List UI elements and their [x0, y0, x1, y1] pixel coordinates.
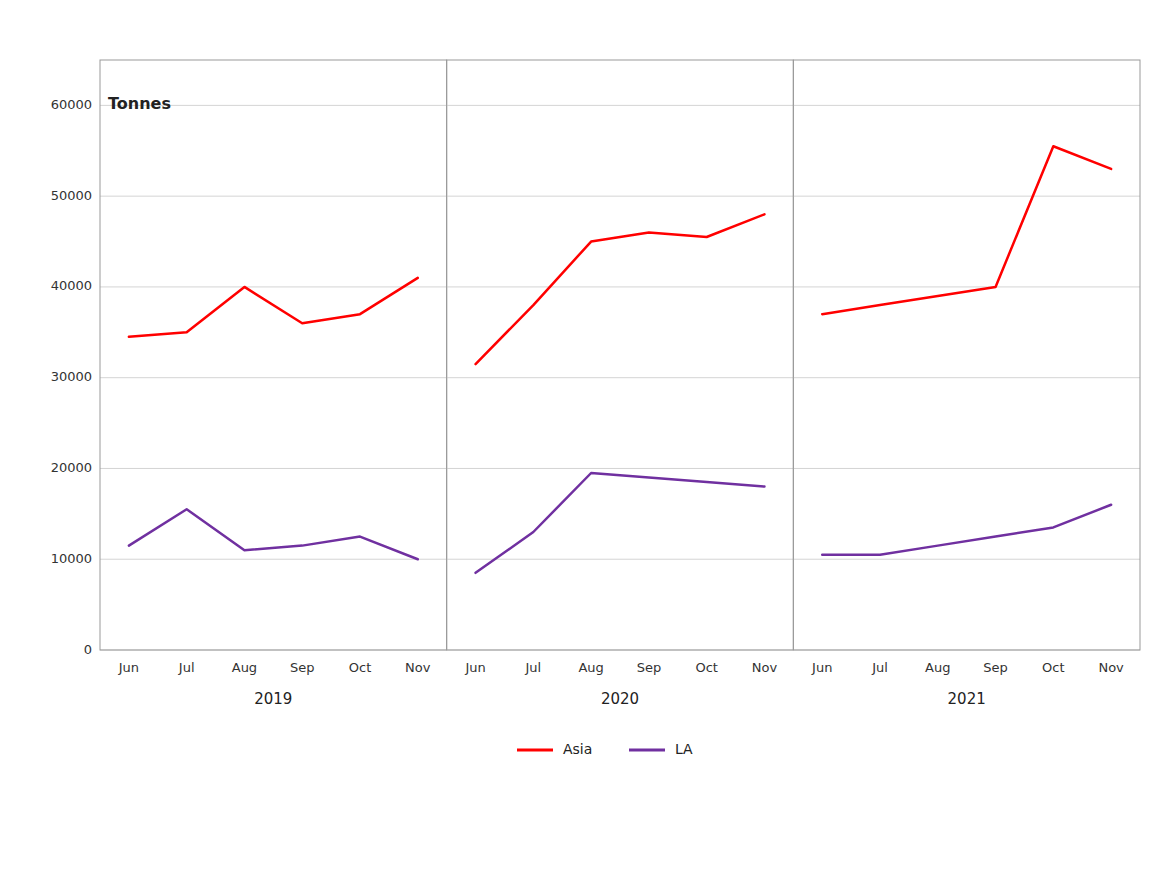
x-tick-label: Nov — [1098, 660, 1124, 675]
x-tick-label: Sep — [983, 660, 1008, 675]
panel: Jun Jul Aug Sep Oct Nov 2020 — [447, 60, 794, 708]
grid-line — [447, 286, 794, 287]
x-tick-label: Aug — [578, 660, 603, 675]
legend-swatch — [629, 749, 665, 752]
grid-line — [100, 286, 447, 287]
grid-line — [100, 468, 447, 469]
y-tick-label: 20000 — [51, 460, 92, 475]
series-line — [129, 509, 418, 559]
grid-line — [793, 286, 1140, 287]
legend: Asia LA — [517, 741, 693, 757]
chart-svg: 0 10000 20000 30000 40000 50000 60000 Jun Jul Aug… — [0, 0, 1170, 877]
panel-frame — [793, 60, 1140, 650]
x-tick-label: Jul — [524, 660, 541, 675]
x-tick-label: Jul — [871, 660, 888, 675]
series-line — [476, 214, 765, 364]
legend-label: LA — [675, 741, 693, 757]
panel-frame — [447, 60, 794, 650]
grid-line — [447, 468, 794, 469]
series-line — [129, 278, 418, 337]
marks — [822, 146, 1111, 554]
x-tick-label: Jun — [118, 660, 139, 675]
y-tick-label: 50000 — [51, 188, 92, 203]
x-tick-label: Sep — [637, 660, 662, 675]
x-tick-label: Jun — [464, 660, 485, 675]
x-axis-label: 2021 — [948, 690, 986, 708]
x-tick-label: Oct — [1042, 660, 1064, 675]
legend-label: Asia — [563, 741, 592, 757]
grid-line — [447, 559, 794, 560]
x-tick-label: Oct — [695, 660, 717, 675]
panel: 0 10000 20000 30000 40000 50000 60000 Jun Jul Aug… — [51, 60, 447, 708]
y-tick-label: 40000 — [51, 278, 92, 293]
grid-line — [100, 559, 447, 560]
chart-container: 0 10000 20000 30000 40000 50000 60000 Jun Jul Aug… — [0, 0, 1170, 877]
legend-swatch — [517, 749, 553, 752]
y-tick-label: 10000 — [51, 551, 92, 566]
grid-line — [447, 377, 794, 378]
grid-line — [793, 105, 1140, 106]
grid-line — [100, 196, 447, 197]
x-axis-label: 2020 — [601, 690, 639, 708]
x-tick-label: Jun — [811, 660, 832, 675]
x-tick-label: Oct — [349, 660, 371, 675]
y-tick-label: 30000 — [51, 369, 92, 384]
x-axis-label: 2019 — [254, 690, 292, 708]
y-axis-label: Tonnes — [108, 94, 171, 113]
x-tick-label: Jul — [178, 660, 195, 675]
series-line — [822, 146, 1111, 314]
x-tick-label: Aug — [232, 660, 257, 675]
marks — [476, 214, 765, 573]
grid-line — [793, 196, 1140, 197]
x-tick-label: Sep — [290, 660, 315, 675]
grid-line — [793, 377, 1140, 378]
grid-line — [793, 559, 1140, 560]
panel-frame — [100, 60, 447, 650]
grid-line — [793, 468, 1140, 469]
panel: Jun Jul Aug Sep Oct Nov 2021 — [793, 60, 1140, 708]
x-tick-label: Nov — [752, 660, 778, 675]
grid-line — [447, 105, 794, 106]
grid-line — [100, 377, 447, 378]
series-line — [822, 505, 1111, 555]
y-tick-label: 0 — [84, 642, 92, 657]
x-tick-label: Nov — [405, 660, 431, 675]
marks — [129, 278, 418, 559]
grid-line — [447, 196, 794, 197]
series-line — [476, 473, 765, 573]
y-tick-label: 60000 — [51, 97, 92, 112]
x-tick-label: Aug — [925, 660, 950, 675]
